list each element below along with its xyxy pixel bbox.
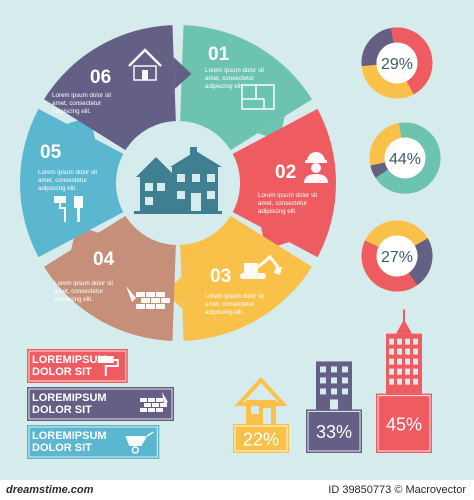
segment-text: Lorem ipsum dolor sit <box>258 192 317 199</box>
segment-text: amet, consectetur <box>54 288 103 295</box>
donut-hole <box>376 42 418 84</box>
donut-chart-1: 29% <box>361 27 433 99</box>
donut-label: 29% <box>381 56 413 73</box>
donut-value-arc <box>369 122 441 194</box>
bar-label: DOLOR SIT <box>32 404 92 416</box>
bar-label: DOLOR SIT <box>32 366 92 378</box>
segment-text: amet, consectetur <box>205 75 254 82</box>
segment-number: 04 <box>93 249 115 270</box>
small-house-icon <box>234 377 288 424</box>
donut-hole <box>384 137 426 179</box>
building-bar-fill <box>306 409 362 453</box>
building-bar-label: 22% <box>243 429 279 449</box>
building-bar-fill <box>376 393 432 453</box>
segment-text: Lorem ipsum dolor sit <box>52 92 111 99</box>
building-bar-border <box>234 425 288 452</box>
bar-border <box>28 388 173 420</box>
building-bar-2: 33% <box>306 361 362 453</box>
segment-text: amet, consectetur <box>205 301 254 308</box>
paint-tools-icon <box>54 196 83 222</box>
footer-bar: dreamstime.com ID 39850773 © Macrovector <box>0 480 474 500</box>
segment-shape <box>232 108 336 258</box>
building-bar-3: 45% <box>376 309 432 453</box>
building-bar-1: 22% <box>233 377 289 453</box>
segment-arrow <box>173 57 192 90</box>
segment-text: Lorem ipsum dolor sit <box>54 280 113 287</box>
segment-number: 03 <box>210 266 231 287</box>
floor-plan-icon <box>241 84 275 110</box>
segment-shape <box>19 108 124 258</box>
building-bar-label: 45% <box>386 414 422 434</box>
segment-text: Lorem ipsum dolor sit <box>205 67 264 74</box>
footer-credit: ID 39850773 © Macrovector <box>328 484 466 496</box>
segment-text: amet, consectetur <box>52 100 101 107</box>
building-bar-border <box>377 395 431 452</box>
donut-secondary <box>361 220 433 292</box>
bar-border <box>28 350 127 382</box>
wheelbarrow-icon <box>125 431 154 454</box>
donut-label: 44% <box>389 151 421 168</box>
donut-chart-2: 44% <box>369 122 441 194</box>
brick-wall-icon <box>126 286 170 309</box>
donut-charts: 29% 44% 27% <box>361 27 441 292</box>
house-outline-icon <box>128 48 162 81</box>
footer-source: dreamstime.com <box>6 484 94 496</box>
bar-border <box>28 426 158 458</box>
segment-number: 05 <box>40 142 62 163</box>
segment-text: adipiscing elit. <box>38 185 77 192</box>
segment-text: adipiscing elit. <box>205 309 244 316</box>
segment-text: adipiscing elit. <box>205 83 244 90</box>
segment-text: Lorem ipsum dolor sit <box>205 293 264 300</box>
segment-text: adipiscing elit. <box>54 296 93 303</box>
segment-text: amet, consectetur <box>38 177 87 184</box>
donut-hole <box>376 235 418 277</box>
segment-number: 01 <box>208 44 230 65</box>
building-bar-label: 33% <box>316 422 352 442</box>
donut-chart-3: 27% <box>361 220 433 292</box>
paint-roller-icon <box>97 356 119 376</box>
segment-shape <box>180 25 312 151</box>
brick-wall-icon <box>140 392 168 412</box>
two-storey-house-icon <box>134 147 222 214</box>
segment-text: adipiscing elit. <box>258 208 297 215</box>
building-bars: 22% 33% 45% <box>233 309 432 453</box>
segment-text: amet, consectetur <box>258 200 307 207</box>
segment-shape <box>44 25 176 151</box>
building-bar-border <box>307 410 361 452</box>
donut-label: 27% <box>381 249 413 266</box>
segment-text: Lorem ipsum dolor sit <box>38 169 97 176</box>
office-building-icon <box>316 361 352 410</box>
bar-label: LOREMIPSUM <box>32 354 107 366</box>
excavator-icon <box>240 254 282 279</box>
bar-label: LOREMIPSUM <box>32 392 107 404</box>
segment-shape <box>44 215 176 341</box>
skyscraper-icon <box>386 309 422 394</box>
bar-label: DOLOR SIT <box>32 442 92 454</box>
segment-text: adipiscing elit. <box>52 108 91 115</box>
worker-icon <box>304 152 328 183</box>
segment-number: 06 <box>90 67 111 88</box>
segment-number: 02 <box>275 162 296 183</box>
bar-label: LOREMIPSUM <box>32 430 107 442</box>
building-bar-fill <box>233 423 289 453</box>
